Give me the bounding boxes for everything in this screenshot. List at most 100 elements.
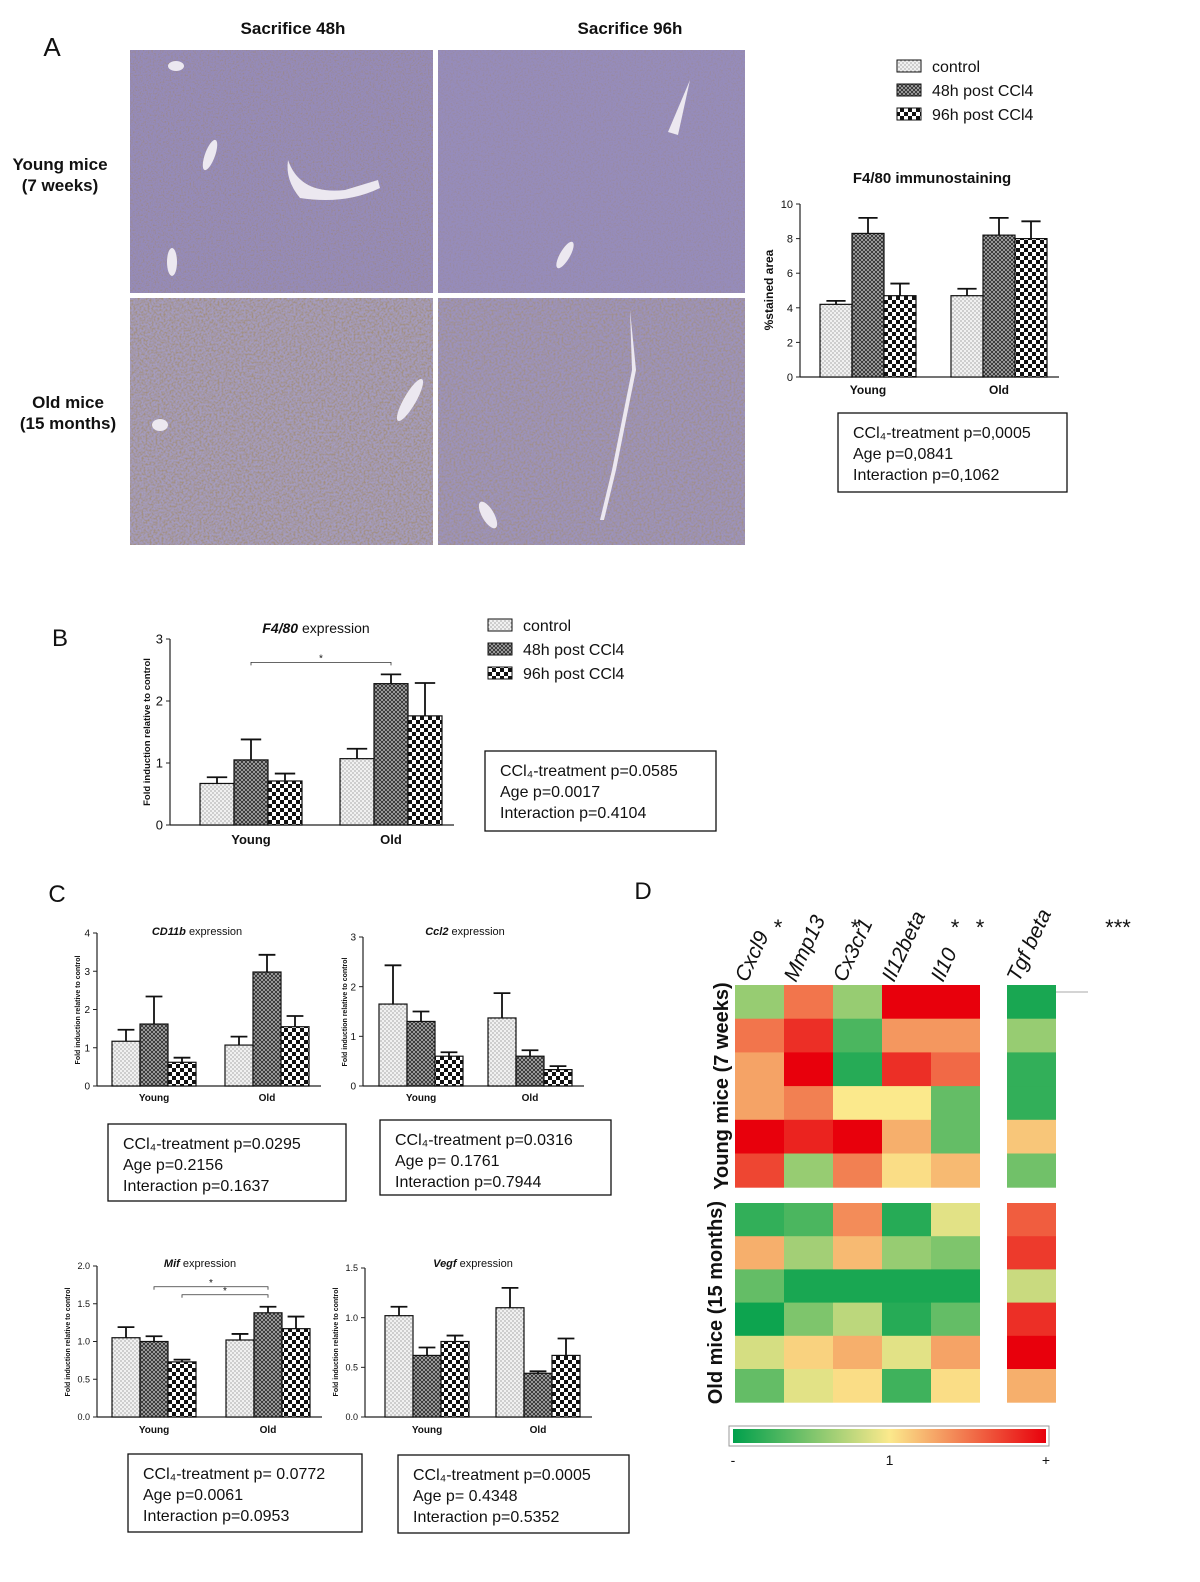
legend-label: control — [932, 59, 980, 76]
error-bar — [117, 1326, 135, 1338]
error-bar — [493, 992, 511, 1018]
micrograph-texture — [130, 298, 433, 545]
heatmap-cell — [882, 1369, 931, 1403]
heatmap-cell — [735, 1269, 784, 1304]
x-tick-label: Old — [259, 1093, 276, 1104]
error-bar — [173, 1358, 191, 1362]
heatmap-cell — [833, 985, 882, 1020]
stats-line: CCl₄-treatment p=0.0295 — [123, 1136, 301, 1153]
stats-line: Age p=0.2156 — [123, 1157, 223, 1174]
legend-swatch — [487, 666, 513, 680]
title-gene: CD11b — [152, 926, 186, 938]
error-bar — [145, 995, 163, 1025]
micrograph-texture — [130, 50, 433, 293]
heatmap-cell — [833, 1052, 882, 1087]
error-bar — [858, 216, 878, 234]
error-bar — [501, 1286, 519, 1308]
heatmap-cell — [882, 1203, 931, 1237]
panel-label: D — [634, 878, 651, 905]
heatmap-cell — [833, 1335, 882, 1370]
error-bar — [231, 1333, 249, 1340]
bar — [224, 1044, 254, 1087]
heatmap-cell — [784, 1203, 833, 1237]
y-tick-label: 2 — [84, 1005, 90, 1016]
stats-box — [484, 750, 717, 832]
heatmap-cell — [833, 1302, 882, 1337]
title-text: expression — [452, 926, 505, 938]
y-tick-label: 3 — [84, 967, 90, 978]
heatmap-cell — [882, 1086, 931, 1121]
error-bar — [446, 1334, 464, 1342]
y-tick-label: 6 — [787, 268, 793, 280]
y-tick-label: 1.5 — [345, 1263, 358, 1273]
heatmap-cell — [1007, 1119, 1056, 1154]
column-label: Mmp13 — [780, 912, 831, 985]
y-tick-label: 0 — [787, 372, 793, 384]
heatmap-cell — [833, 1086, 882, 1121]
significance-mark: *** — [1105, 915, 1131, 940]
colorbar — [733, 1429, 1046, 1443]
y-tick-label: 1 — [350, 1032, 356, 1043]
bar — [883, 295, 917, 378]
y-tick-label: 0 — [156, 818, 163, 833]
error-bar — [380, 673, 402, 684]
bar — [851, 232, 885, 378]
heatmap-cell — [1007, 1369, 1056, 1403]
heatmap-cell — [882, 1119, 931, 1154]
bar — [982, 234, 1016, 378]
stats-line: Interaction p=0.1637 — [123, 1178, 269, 1195]
heatmap-cell — [735, 1052, 784, 1087]
title-gene: F4/80 — [262, 620, 298, 636]
y-tick-label: 3 — [156, 632, 163, 647]
micrograph-column-label: Sacrifice 96h — [578, 19, 683, 38]
y-tick-label: 10 — [781, 199, 793, 211]
row-group-label: Young mice (7 weeks) — [711, 982, 733, 1189]
legend-label: 48h post CCl4 — [932, 83, 1033, 100]
x-tick-label: Young — [231, 832, 271, 847]
heatmap-cell — [931, 1153, 980, 1188]
colorbar-tick-label: + — [1042, 1452, 1050, 1468]
heatmap-cell — [735, 1153, 784, 1188]
heatmap-cell — [784, 1086, 833, 1121]
error-bar — [230, 1035, 248, 1046]
stats-line: Interaction p=0.5352 — [413, 1509, 559, 1526]
bar — [233, 759, 269, 826]
error-bar — [557, 1337, 575, 1356]
x-tick-label: Young — [412, 1425, 442, 1436]
y-axis-label: Fold induction relative to control — [142, 658, 153, 806]
bar — [111, 1040, 141, 1087]
bar — [551, 1354, 581, 1418]
stats-box — [379, 1119, 612, 1196]
y-tick-label: 3 — [350, 933, 356, 944]
bar — [950, 295, 984, 378]
y-tick-label: 0.0 — [77, 1412, 90, 1422]
stats-line: CCl₄-treatment p= 0.0772 — [143, 1466, 325, 1483]
stats-line: Interaction p=0.0953 — [143, 1508, 289, 1525]
bar — [253, 1312, 283, 1418]
stats-line: CCl₄-treatment p=0,0005 — [853, 425, 1031, 442]
heatmap-cell — [1007, 1302, 1056, 1337]
y-axis-label: Fold induction relative to control — [342, 958, 349, 1067]
heatmap-cell — [931, 1369, 980, 1403]
significance-label: * — [223, 1286, 227, 1297]
legend-label: control — [523, 618, 571, 635]
y-tick-label: 1.5 — [77, 1299, 90, 1309]
stats-line: Interaction p=0,1062 — [853, 467, 999, 484]
bar — [515, 1055, 545, 1087]
heatmap-cell — [784, 1269, 833, 1304]
heatmap-cell — [1007, 1236, 1056, 1270]
stats-line: CCl₄-treatment p=0.0585 — [500, 763, 678, 780]
vessels — [152, 61, 690, 529]
error-bar — [117, 1028, 135, 1042]
heatmap-cell — [931, 1018, 980, 1053]
title-gene: Vegf — [433, 1258, 458, 1270]
column-label: Tgf beta — [1003, 906, 1056, 986]
heatmap-cell — [931, 1335, 980, 1370]
heatmap-cell — [1007, 1052, 1056, 1087]
column-label: Cx3cr1 — [829, 915, 878, 985]
error-bar — [418, 1346, 436, 1356]
micrograph-texture — [438, 298, 745, 545]
stats-line: CCl₄-treatment p=0.0005 — [413, 1467, 591, 1484]
heatmap-cell — [833, 1269, 882, 1304]
bar — [1014, 238, 1048, 378]
